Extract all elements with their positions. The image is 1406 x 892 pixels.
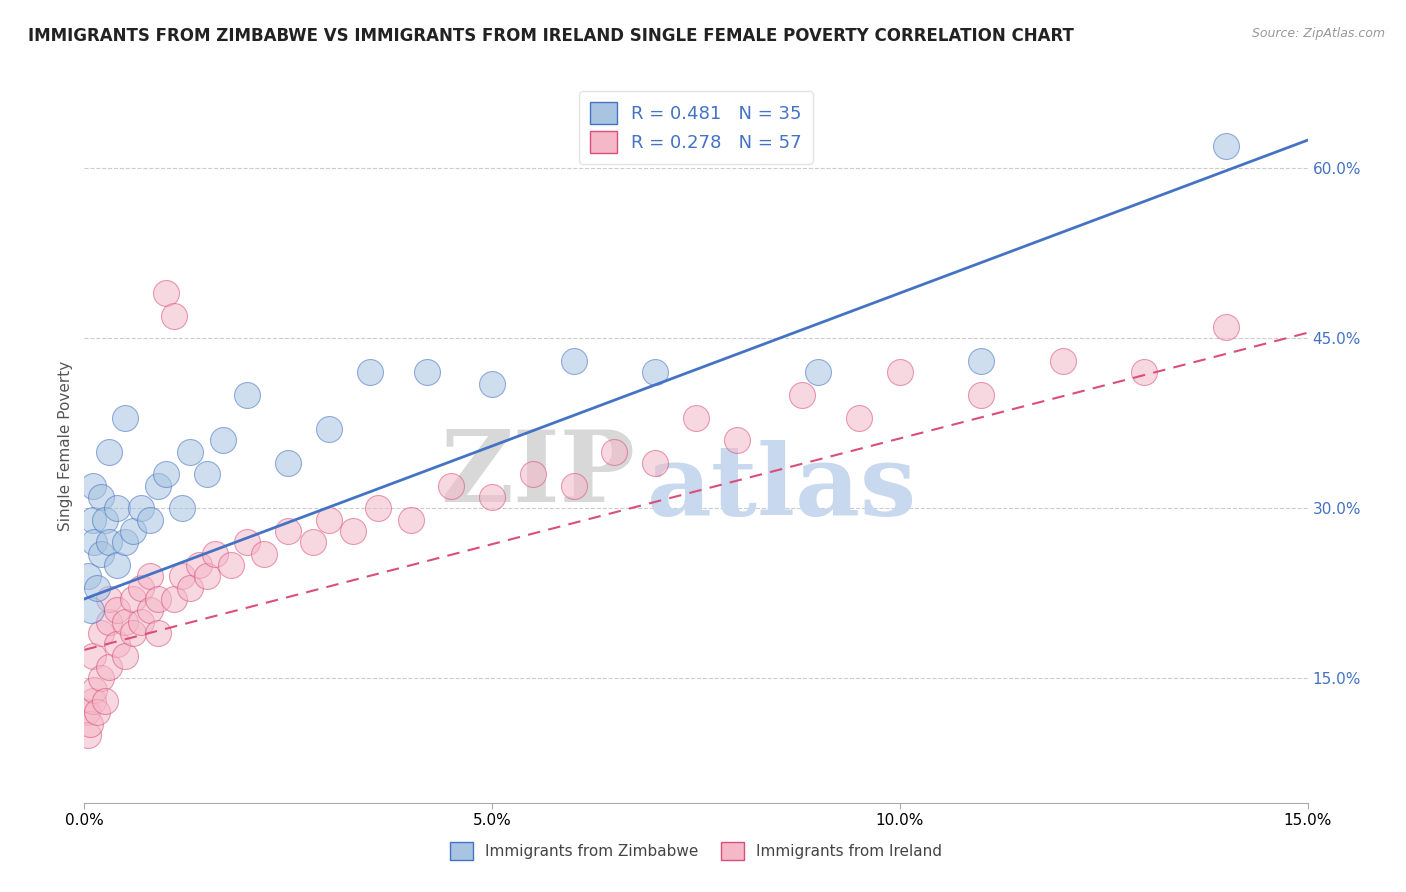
- Text: IMMIGRANTS FROM ZIMBABWE VS IMMIGRANTS FROM IRELAND SINGLE FEMALE POVERTY CORREL: IMMIGRANTS FROM ZIMBABWE VS IMMIGRANTS F…: [28, 27, 1074, 45]
- Point: [236, 388, 259, 402]
- Point: [522, 467, 544, 482]
- Point: [163, 309, 186, 323]
- Point: [155, 467, 177, 482]
- Point: [83, 535, 105, 549]
- Point: [163, 591, 186, 606]
- Text: ZIP: ZIP: [440, 426, 636, 523]
- Point: [122, 524, 145, 538]
- Point: [562, 354, 585, 368]
- Point: [644, 365, 666, 379]
- Point: [86, 705, 108, 719]
- Point: [97, 615, 120, 629]
- Point: [848, 410, 870, 425]
- Point: [790, 388, 813, 402]
- Point: [86, 581, 108, 595]
- Point: [90, 547, 112, 561]
- Point: [105, 501, 128, 516]
- Point: [644, 456, 666, 470]
- Point: [97, 660, 120, 674]
- Point: [342, 524, 364, 538]
- Point: [195, 569, 218, 583]
- Point: [219, 558, 242, 572]
- Point: [889, 365, 911, 379]
- Point: [114, 535, 136, 549]
- Point: [318, 513, 340, 527]
- Point: [131, 615, 153, 629]
- Point: [97, 591, 120, 606]
- Point: [79, 716, 101, 731]
- Legend: Immigrants from Zimbabwe, Immigrants from Ireland: Immigrants from Zimbabwe, Immigrants fro…: [443, 836, 949, 866]
- Point: [146, 591, 169, 606]
- Point: [131, 581, 153, 595]
- Point: [1052, 354, 1074, 368]
- Point: [114, 615, 136, 629]
- Point: [93, 694, 115, 708]
- Point: [82, 648, 104, 663]
- Point: [138, 569, 160, 583]
- Point: [204, 547, 226, 561]
- Point: [90, 626, 112, 640]
- Point: [440, 478, 463, 492]
- Point: [105, 637, 128, 651]
- Point: [82, 478, 104, 492]
- Point: [212, 434, 235, 448]
- Point: [685, 410, 707, 425]
- Point: [131, 501, 153, 516]
- Point: [562, 478, 585, 492]
- Point: [146, 478, 169, 492]
- Y-axis label: Single Female Poverty: Single Female Poverty: [58, 361, 73, 531]
- Point: [90, 671, 112, 685]
- Point: [114, 648, 136, 663]
- Point: [155, 286, 177, 301]
- Point: [970, 354, 993, 368]
- Point: [318, 422, 340, 436]
- Point: [179, 581, 201, 595]
- Point: [725, 434, 748, 448]
- Point: [236, 535, 259, 549]
- Point: [97, 444, 120, 458]
- Point: [82, 694, 104, 708]
- Point: [1215, 320, 1237, 334]
- Point: [97, 535, 120, 549]
- Point: [301, 535, 323, 549]
- Point: [138, 513, 160, 527]
- Point: [970, 388, 993, 402]
- Point: [82, 513, 104, 527]
- Point: [187, 558, 209, 572]
- Point: [77, 728, 100, 742]
- Point: [603, 444, 626, 458]
- Point: [1133, 365, 1156, 379]
- Point: [481, 490, 503, 504]
- Point: [105, 558, 128, 572]
- Point: [277, 456, 299, 470]
- Point: [122, 591, 145, 606]
- Point: [77, 569, 100, 583]
- Point: [253, 547, 276, 561]
- Text: Source: ZipAtlas.com: Source: ZipAtlas.com: [1251, 27, 1385, 40]
- Point: [367, 501, 389, 516]
- Point: [93, 513, 115, 527]
- Point: [76, 705, 98, 719]
- Point: [359, 365, 381, 379]
- Point: [807, 365, 830, 379]
- Point: [481, 376, 503, 391]
- Point: [83, 682, 105, 697]
- Point: [90, 490, 112, 504]
- Point: [399, 513, 422, 527]
- Point: [277, 524, 299, 538]
- Point: [172, 569, 194, 583]
- Point: [172, 501, 194, 516]
- Point: [146, 626, 169, 640]
- Point: [179, 444, 201, 458]
- Point: [1215, 138, 1237, 153]
- Point: [416, 365, 439, 379]
- Point: [105, 603, 128, 617]
- Point: [122, 626, 145, 640]
- Point: [195, 467, 218, 482]
- Point: [138, 603, 160, 617]
- Point: [80, 603, 103, 617]
- Text: atlas: atlas: [647, 441, 917, 537]
- Point: [114, 410, 136, 425]
